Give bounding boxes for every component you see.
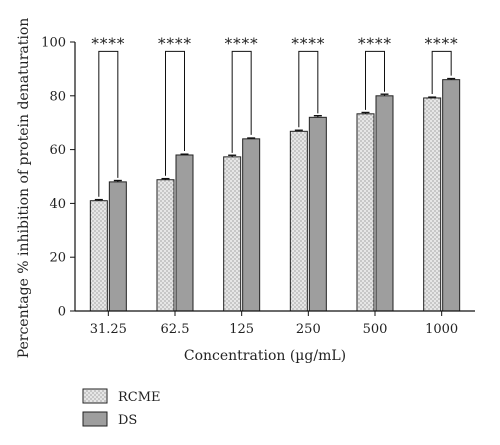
significance-label-0: **** xyxy=(91,34,125,52)
significance-layer: **** **** **** **** **** **** xyxy=(91,34,459,197)
y-tick-label-3: 60 xyxy=(49,143,66,158)
significance-bracket-1 xyxy=(165,50,185,176)
y-tick-label-2: 40 xyxy=(49,197,66,212)
significance-label-4: **** xyxy=(358,34,392,52)
bars-layer xyxy=(89,77,461,312)
significance-label-2: **** xyxy=(225,34,259,52)
significance-bracket-4 xyxy=(365,50,385,110)
significance-bracket-2 xyxy=(231,50,252,153)
x-axis-title: Concentration (µg/mL) xyxy=(184,348,346,364)
bar-ds-3 xyxy=(308,116,327,312)
y-tick-label-1: 20 xyxy=(49,251,66,266)
legend-label-ds: DS xyxy=(118,413,137,428)
bar-rcme-0 xyxy=(89,200,108,312)
significance-label-3: **** xyxy=(291,34,325,52)
x-tick-label-1: 62.5 xyxy=(161,322,190,337)
y-axis-title: Percentage % inhibition of protein denat… xyxy=(16,18,32,359)
bar-ds-2 xyxy=(242,138,261,312)
bar-rcme-5 xyxy=(423,97,442,312)
bar-ds-1 xyxy=(175,154,194,312)
bar-rcme-4 xyxy=(356,113,375,312)
significance-bracket-5 xyxy=(431,50,452,94)
bar-rcme-2 xyxy=(223,156,242,312)
bar-ds-0 xyxy=(108,181,127,312)
legend-swatch-ds xyxy=(82,411,108,427)
x-tick-label-0: 31.25 xyxy=(90,322,127,337)
x-tick-label-5: 1000 xyxy=(425,322,458,337)
y-tick-label-5: 100 xyxy=(41,36,66,51)
x-tick-label-3: 250 xyxy=(296,322,321,337)
legend-label-rcme: RCME xyxy=(118,390,161,405)
legend: RCME DS xyxy=(82,388,161,428)
bar-rcme-3 xyxy=(289,130,308,312)
x-tick-label-4: 500 xyxy=(363,322,388,337)
x-tick-label-2: 125 xyxy=(229,322,254,337)
axes-layer: 31.25 62.5 125 250 500 1000 0 20 40 60 80 100 xyxy=(41,36,475,337)
significance-bracket-0 xyxy=(98,50,119,197)
significance-label-1: **** xyxy=(158,34,192,52)
significance-bracket-3 xyxy=(298,50,319,128)
legend-swatch-rcme xyxy=(82,388,108,404)
y-tick-label-4: 80 xyxy=(49,89,66,104)
y-tick-label-0: 0 xyxy=(58,305,66,320)
bar-ds-5 xyxy=(442,79,461,312)
bar-rcme-1 xyxy=(156,179,175,312)
significance-label-5: **** xyxy=(425,34,459,52)
bar-ds-4 xyxy=(375,95,394,312)
